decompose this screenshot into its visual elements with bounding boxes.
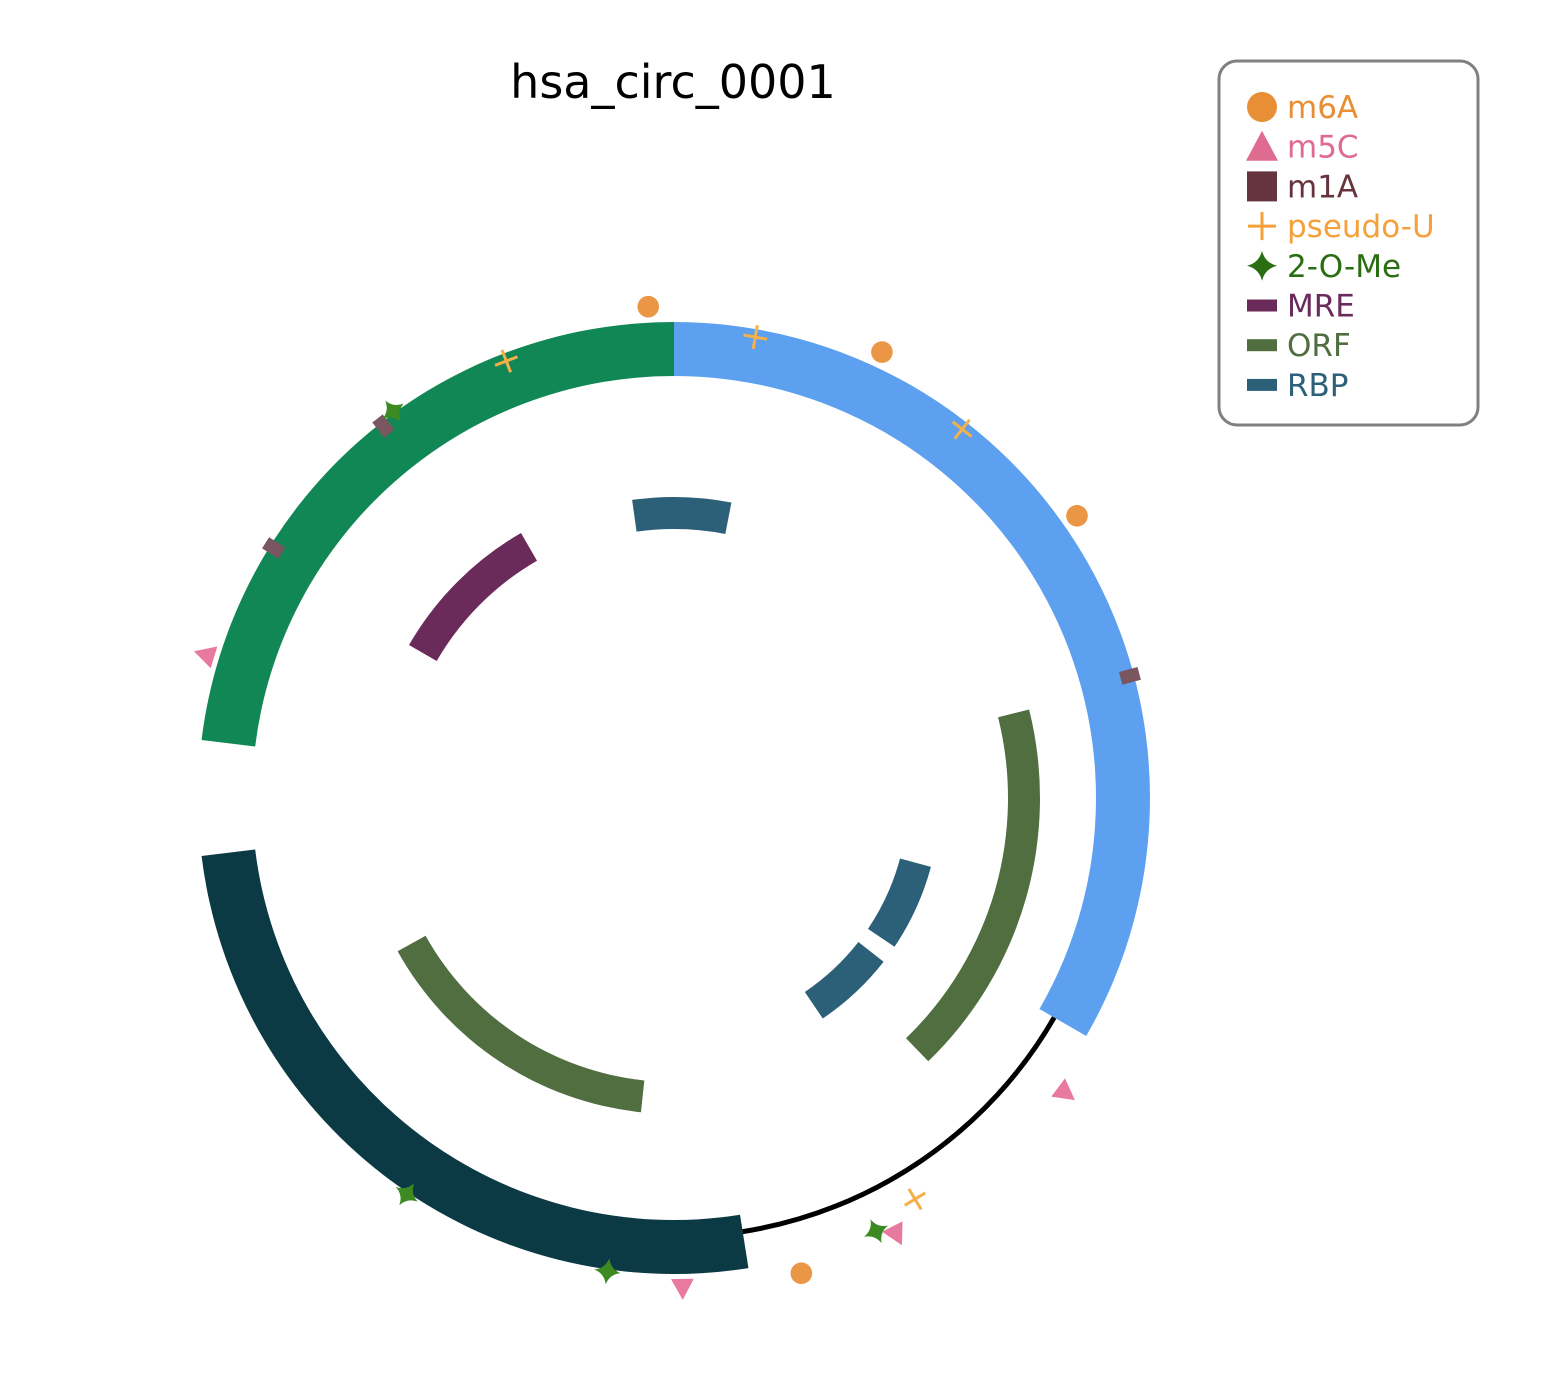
modification-2-o-me-19 — [395, 1183, 418, 1206]
legend-item-m6a-symbol — [1247, 92, 1277, 122]
legend-item-2-o-me: 2-O-Me — [1247, 249, 1401, 285]
legend-item-m5c-symbol — [1246, 130, 1278, 161]
feature-mre-2 — [409, 533, 537, 661]
modification-m6a-4 — [790, 1262, 813, 1285]
modification-2-o-me-16 — [382, 400, 404, 422]
legend-item-orf-label: ORF — [1287, 328, 1351, 364]
modification-pseudo-u-6 — [951, 418, 973, 440]
legend-item-m6a: m6A — [1247, 90, 1358, 126]
backbone-track — [742, 1016, 1057, 1235]
feature-orf-6 — [397, 935, 645, 1113]
modification-2-o-me-18 — [594, 1258, 621, 1285]
backbone-arc — [742, 1016, 1057, 1235]
legend-item-2-o-me-symbol — [1247, 250, 1277, 281]
modification-pseudo-u-7 — [494, 349, 519, 373]
modification-m5c-12 — [193, 646, 218, 669]
modification-m6a-3 — [1066, 504, 1088, 527]
modification-track — [193, 295, 1141, 1300]
exon-segment-1 — [674, 322, 1151, 1036]
modification-m5c-15 — [670, 1278, 694, 1300]
modification-m5c-13 — [1051, 1078, 1075, 1101]
legend-item-pseudo-u-symbol — [1248, 212, 1276, 241]
feature-track — [397, 497, 1041, 1113]
legend-item-m1a: m1A — [1247, 169, 1358, 205]
legend-item-orf-symbol — [1247, 339, 1277, 352]
modification-m6a-1 — [637, 295, 660, 318]
modification-m1a-9 — [1118, 666, 1141, 685]
legend-item-m6a-label: m6A — [1287, 90, 1358, 126]
feature-rbp-1 — [632, 497, 732, 534]
legend-item-pseudo-u-label: pseudo-U — [1287, 209, 1435, 245]
modification-m6a-2 — [871, 341, 893, 363]
legend-item-rbp-label: RBP — [1287, 368, 1349, 404]
legend-frame — [1217, 59, 1480, 427]
legend-item-mre-label: MRE — [1287, 289, 1355, 325]
feature-orf-3 — [906, 709, 1041, 1062]
legend-item-2-o-me-label: 2-O-Me — [1287, 249, 1401, 285]
modification-pseudo-u-8 — [903, 1188, 927, 1211]
legend-item-m1a-symbol — [1247, 171, 1277, 202]
chart-title: hsa_circ_0001 — [510, 55, 836, 109]
legend-item-m5c: m5C — [1246, 130, 1359, 166]
exon-segment-2 — [201, 849, 749, 1274]
legend-item-pseudo-u: pseudo-U — [1248, 209, 1435, 245]
modification-m1a-11 — [262, 537, 286, 559]
legend-item-mre: MRE — [1247, 289, 1355, 325]
legend-item-rbp: RBP — [1247, 368, 1349, 404]
modification-2-o-me-17 — [864, 1219, 888, 1244]
legend-item-mre-symbol — [1247, 299, 1277, 312]
feature-rbp-4 — [867, 858, 931, 947]
exon-track — [201, 322, 1151, 1274]
legend-item-m5c-label: m5C — [1287, 130, 1359, 166]
exon-segment-3 — [201, 322, 675, 747]
feature-rbp-5 — [804, 942, 884, 1019]
modification-pseudo-u-5 — [743, 325, 768, 350]
legend-item-m1a-label: m1A — [1287, 169, 1358, 205]
modification-m5c-14 — [882, 1221, 903, 1246]
modification-m1a-10 — [372, 414, 395, 438]
legend-item-orf: ORF — [1247, 328, 1351, 364]
legend-item-rbp-symbol — [1247, 378, 1277, 391]
